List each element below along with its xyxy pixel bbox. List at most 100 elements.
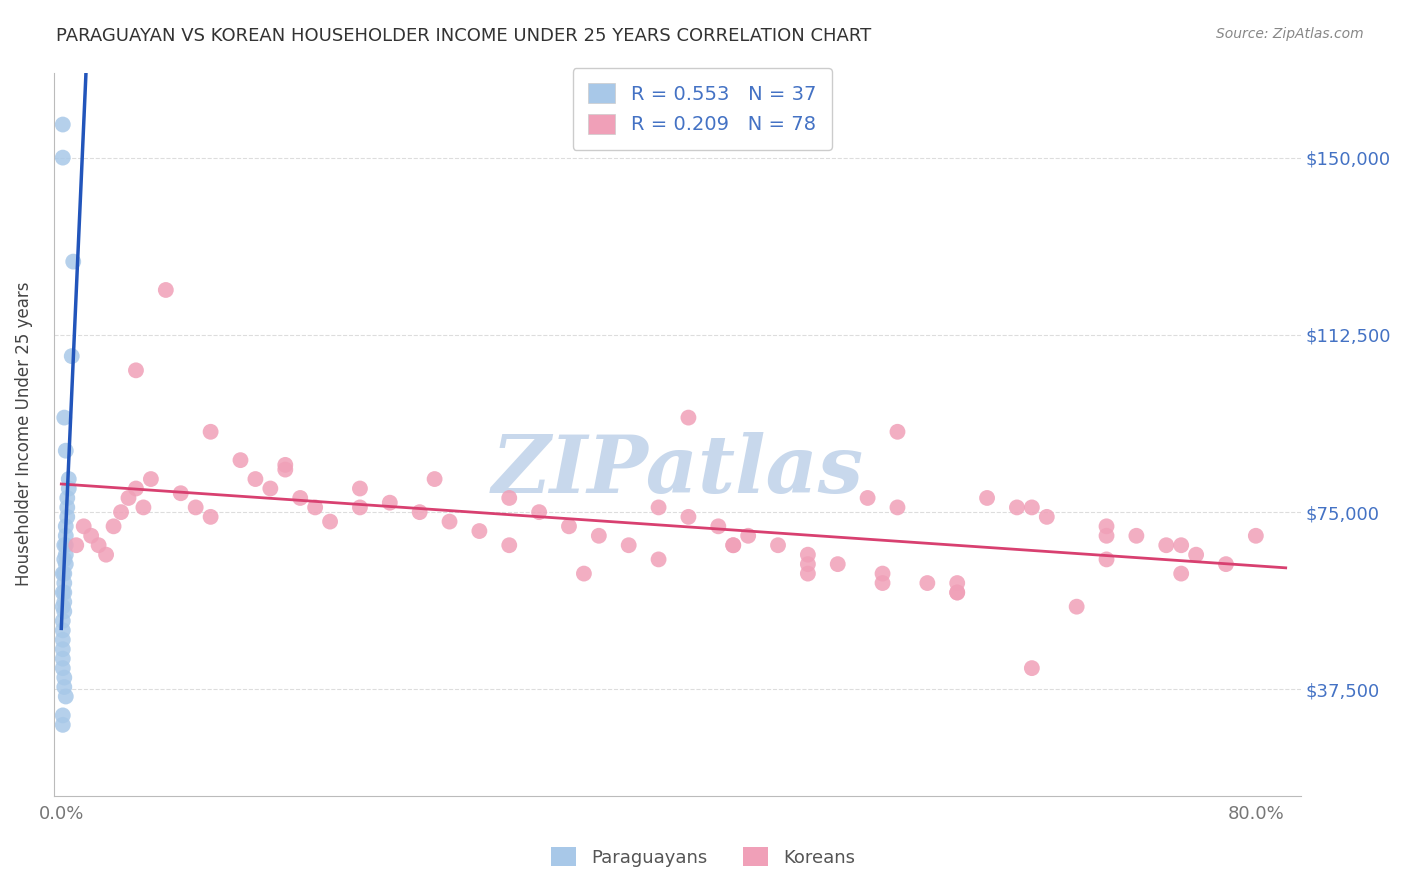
Point xyxy=(52,661,75,675)
Point xyxy=(52,718,75,732)
Point xyxy=(55,538,77,552)
Point xyxy=(527,505,550,519)
Point xyxy=(55,690,77,704)
Point xyxy=(1185,548,1208,562)
Y-axis label: Householder Income Under 25 years: Householder Income Under 25 years xyxy=(15,282,32,586)
Text: Source: ZipAtlas.com: Source: ZipAtlas.com xyxy=(1216,27,1364,41)
Point xyxy=(1095,552,1118,566)
Point xyxy=(80,529,103,543)
Point xyxy=(53,585,76,599)
Point xyxy=(73,519,96,533)
Point xyxy=(439,515,461,529)
Point xyxy=(125,482,148,496)
Point xyxy=(797,548,820,562)
Point xyxy=(707,519,730,533)
Point xyxy=(53,566,76,581)
Legend: R = 0.553   N = 37, R = 0.209   N = 78: R = 0.553 N = 37, R = 0.209 N = 78 xyxy=(572,68,832,150)
Point xyxy=(797,557,820,571)
Point xyxy=(94,548,117,562)
Point xyxy=(245,472,267,486)
Point xyxy=(1021,661,1043,675)
Point xyxy=(110,505,132,519)
Point xyxy=(62,254,84,268)
Point xyxy=(200,425,222,439)
Point xyxy=(678,410,700,425)
Point xyxy=(976,491,998,505)
Point xyxy=(87,538,110,552)
Point xyxy=(52,614,75,628)
Point xyxy=(1154,538,1177,552)
Point xyxy=(856,491,879,505)
Point xyxy=(55,519,77,533)
Legend: Paraguayans, Koreans: Paraguayans, Koreans xyxy=(544,840,862,874)
Point xyxy=(56,491,79,505)
Point xyxy=(319,515,342,529)
Point xyxy=(274,462,297,476)
Point xyxy=(647,552,669,566)
Point xyxy=(53,680,76,694)
Point xyxy=(132,500,155,515)
Point xyxy=(1170,538,1192,552)
Point xyxy=(498,538,520,552)
Point xyxy=(53,552,76,566)
Point xyxy=(155,283,177,297)
Point xyxy=(917,576,939,591)
Point xyxy=(55,557,77,571)
Point xyxy=(52,585,75,599)
Point xyxy=(827,557,849,571)
Point xyxy=(572,566,595,581)
Point xyxy=(53,410,76,425)
Point xyxy=(946,585,969,599)
Point xyxy=(60,349,83,363)
Text: PARAGUAYAN VS KOREAN HOUSEHOLDER INCOME UNDER 25 YEARS CORRELATION CHART: PARAGUAYAN VS KOREAN HOUSEHOLDER INCOME … xyxy=(56,27,872,45)
Point xyxy=(558,519,581,533)
Point xyxy=(290,491,312,505)
Point xyxy=(55,548,77,562)
Point xyxy=(139,472,162,486)
Point xyxy=(274,458,297,472)
Point xyxy=(103,519,125,533)
Point xyxy=(117,491,139,505)
Point xyxy=(53,595,76,609)
Point xyxy=(797,566,820,581)
Point xyxy=(723,538,745,552)
Point xyxy=(1215,557,1237,571)
Point xyxy=(678,509,700,524)
Point xyxy=(872,566,894,581)
Point xyxy=(647,500,669,515)
Point xyxy=(349,500,371,515)
Point xyxy=(52,566,75,581)
Point xyxy=(617,538,640,552)
Point xyxy=(423,472,446,486)
Point xyxy=(946,576,969,591)
Point xyxy=(946,585,969,599)
Point xyxy=(200,509,222,524)
Point xyxy=(53,671,76,685)
Point xyxy=(125,363,148,377)
Point xyxy=(588,529,610,543)
Point xyxy=(65,538,87,552)
Point xyxy=(1125,529,1147,543)
Point xyxy=(408,505,430,519)
Point xyxy=(872,576,894,591)
Point xyxy=(56,500,79,515)
Point xyxy=(58,482,80,496)
Point xyxy=(53,576,76,591)
Point xyxy=(52,632,75,647)
Point xyxy=(56,509,79,524)
Point xyxy=(52,118,75,132)
Point xyxy=(1036,509,1059,524)
Point xyxy=(766,538,789,552)
Point xyxy=(52,651,75,665)
Point xyxy=(1021,500,1043,515)
Point xyxy=(1244,529,1267,543)
Point xyxy=(55,443,77,458)
Point xyxy=(886,500,908,515)
Point xyxy=(498,491,520,505)
Point xyxy=(1005,500,1028,515)
Point xyxy=(259,482,281,496)
Point xyxy=(378,496,401,510)
Point xyxy=(723,538,745,552)
Point xyxy=(1170,566,1192,581)
Point xyxy=(184,500,207,515)
